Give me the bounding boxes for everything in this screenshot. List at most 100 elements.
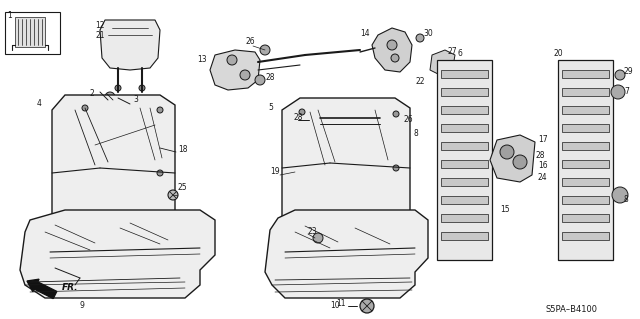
Circle shape <box>387 40 397 50</box>
Circle shape <box>615 70 625 80</box>
Text: 12: 12 <box>95 20 104 29</box>
Polygon shape <box>372 28 412 72</box>
Text: 5: 5 <box>268 103 273 113</box>
Polygon shape <box>430 50 455 75</box>
Circle shape <box>227 55 237 65</box>
Text: 16: 16 <box>538 160 548 169</box>
Text: 6: 6 <box>458 48 463 57</box>
Text: 2: 2 <box>90 90 95 99</box>
Bar <box>441 178 488 186</box>
Text: 8: 8 <box>624 196 628 204</box>
Bar <box>562 106 609 114</box>
Text: 9: 9 <box>80 300 85 309</box>
Text: 18: 18 <box>178 145 188 154</box>
Circle shape <box>393 165 399 171</box>
Bar <box>562 214 609 222</box>
Polygon shape <box>558 60 613 260</box>
Bar <box>562 232 609 240</box>
Circle shape <box>157 107 163 113</box>
Bar <box>562 196 609 204</box>
Polygon shape <box>15 17 45 47</box>
Polygon shape <box>100 20 160 70</box>
Text: 11: 11 <box>336 299 346 308</box>
Text: 26: 26 <box>245 38 255 47</box>
Bar <box>441 232 488 240</box>
Text: 7: 7 <box>624 87 629 97</box>
Circle shape <box>240 70 250 80</box>
Bar <box>5 12 60 54</box>
Circle shape <box>500 145 514 159</box>
Bar <box>562 160 609 168</box>
Text: 29: 29 <box>623 68 632 77</box>
Polygon shape <box>282 98 410 232</box>
Text: 23: 23 <box>308 227 317 236</box>
Circle shape <box>313 233 323 243</box>
Bar <box>441 106 488 114</box>
Bar <box>441 160 488 168</box>
Polygon shape <box>210 50 260 90</box>
Circle shape <box>324 134 336 146</box>
Bar <box>441 142 488 150</box>
Bar <box>441 196 488 204</box>
Text: 14: 14 <box>360 29 370 39</box>
Bar <box>562 70 609 78</box>
FancyArrow shape <box>27 279 57 299</box>
Bar <box>441 88 488 96</box>
Text: S5PA–B4100: S5PA–B4100 <box>545 306 597 315</box>
Text: 19: 19 <box>270 167 280 176</box>
Circle shape <box>342 137 354 149</box>
Circle shape <box>611 85 625 99</box>
Circle shape <box>383 116 393 126</box>
Text: 22: 22 <box>415 78 424 86</box>
Text: 13: 13 <box>197 56 207 64</box>
Text: 10: 10 <box>330 300 340 309</box>
Polygon shape <box>20 210 215 298</box>
Text: 25: 25 <box>177 183 187 192</box>
Circle shape <box>82 105 88 111</box>
Text: 4: 4 <box>37 99 42 108</box>
Text: FR.: FR. <box>62 283 79 292</box>
Text: 28: 28 <box>535 151 545 160</box>
Circle shape <box>416 34 424 42</box>
Text: 28: 28 <box>265 73 275 83</box>
Circle shape <box>255 75 265 85</box>
Text: 1: 1 <box>7 11 12 20</box>
Circle shape <box>309 114 321 126</box>
Circle shape <box>393 111 399 117</box>
Circle shape <box>105 92 115 102</box>
Bar <box>562 88 609 96</box>
Circle shape <box>157 170 163 176</box>
Text: 26: 26 <box>404 115 413 124</box>
Text: 24: 24 <box>538 173 548 182</box>
Circle shape <box>391 54 399 62</box>
Circle shape <box>126 97 134 105</box>
Bar <box>441 124 488 132</box>
Polygon shape <box>380 112 400 130</box>
Text: 8: 8 <box>413 130 418 138</box>
Bar <box>562 124 609 132</box>
Text: 30: 30 <box>423 29 433 39</box>
Polygon shape <box>265 210 428 298</box>
Circle shape <box>360 299 374 313</box>
Polygon shape <box>437 60 492 260</box>
Text: 20: 20 <box>553 48 563 57</box>
Text: 21: 21 <box>95 32 104 41</box>
Circle shape <box>139 85 145 91</box>
Polygon shape <box>490 135 535 182</box>
Bar <box>562 142 609 150</box>
Circle shape <box>260 45 270 55</box>
Bar <box>441 70 488 78</box>
Text: 3: 3 <box>133 95 138 105</box>
Text: 15: 15 <box>500 205 509 214</box>
Text: 27: 27 <box>448 48 458 56</box>
Polygon shape <box>52 95 175 240</box>
Bar <box>562 178 609 186</box>
Circle shape <box>115 85 121 91</box>
Text: 17: 17 <box>538 136 548 145</box>
Circle shape <box>168 190 178 200</box>
Bar <box>441 214 488 222</box>
Polygon shape <box>305 125 365 162</box>
Circle shape <box>612 187 628 203</box>
Circle shape <box>513 155 527 169</box>
Text: 28: 28 <box>293 114 303 122</box>
